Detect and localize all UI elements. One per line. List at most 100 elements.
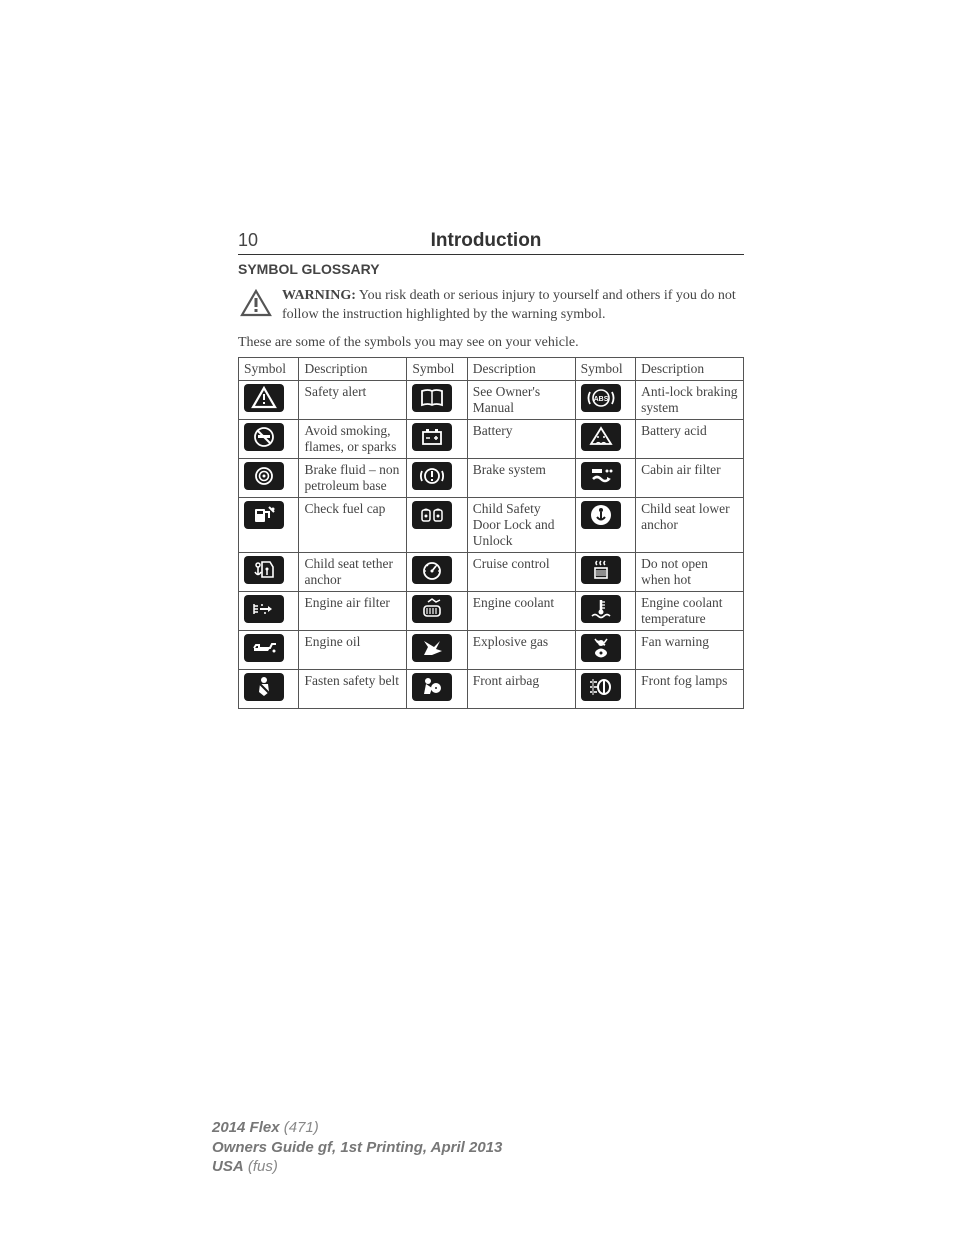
description-cell: Brake fluid – non petroleum base bbox=[299, 458, 407, 497]
symbol-cell bbox=[575, 591, 635, 630]
description-cell: Check fuel cap bbox=[299, 497, 407, 552]
lower-anchor-icon bbox=[581, 501, 621, 529]
description-cell: Engine coolant temperature bbox=[636, 591, 744, 630]
description-cell: Battery acid bbox=[636, 419, 744, 458]
hot-icon bbox=[581, 556, 621, 584]
table-row: Brake fluid – non petroleum base Brake sy… bbox=[239, 458, 744, 497]
page-header: 10 Introduction bbox=[238, 230, 744, 255]
description-cell: Child Safety Door Lock and Unlock bbox=[467, 497, 575, 552]
fog-icon bbox=[581, 673, 621, 701]
coolant-temp-icon bbox=[581, 595, 621, 623]
description-cell: Engine coolant bbox=[467, 591, 575, 630]
battery-acid-icon bbox=[581, 423, 621, 451]
battery-icon bbox=[412, 423, 452, 451]
description-cell: Engine oil bbox=[299, 630, 407, 669]
description-cell: Avoid smoking, flames, or sparks bbox=[299, 419, 407, 458]
footer-region: USA bbox=[212, 1158, 244, 1175]
airbag-icon bbox=[412, 673, 452, 701]
section-heading: SYMBOL GLOSSARY bbox=[238, 261, 744, 277]
table-header-row: Symbol Description Symbol Description Sy… bbox=[239, 357, 744, 380]
warning-triangle-icon bbox=[240, 289, 272, 324]
description-cell: Fan warning bbox=[636, 630, 744, 669]
symbol-cell bbox=[407, 669, 467, 708]
description-cell: Safety alert bbox=[299, 380, 407, 419]
col-header: Description bbox=[636, 357, 744, 380]
description-cell: Brake system bbox=[467, 458, 575, 497]
symbol-cell bbox=[407, 458, 467, 497]
intro-line: These are some of the symbols you may se… bbox=[238, 335, 744, 351]
brake-system-icon bbox=[412, 462, 452, 490]
symbol-cell bbox=[407, 552, 467, 591]
description-cell: Child seat tether anchor bbox=[299, 552, 407, 591]
table-row: Check fuel cap Child Safety Door Lock and… bbox=[239, 497, 744, 552]
owners-manual-icon bbox=[412, 384, 452, 412]
symbol-cell bbox=[239, 591, 299, 630]
chapter-title: Introduction bbox=[228, 230, 744, 252]
description-cell: Front airbag bbox=[467, 669, 575, 708]
symbol-cell bbox=[239, 669, 299, 708]
description-cell: Anti-lock braking system bbox=[636, 380, 744, 419]
footer: 2014 Flex (471) Owners Guide gf, 1st Pri… bbox=[212, 1118, 502, 1177]
description-cell: Front fog lamps bbox=[636, 669, 744, 708]
description-cell: Engine air filter bbox=[299, 591, 407, 630]
description-cell: Battery bbox=[467, 419, 575, 458]
warning-label: WARNING: bbox=[282, 288, 356, 303]
symbol-cell bbox=[239, 630, 299, 669]
footer-model: 2014 Flex bbox=[212, 1119, 280, 1136]
description-cell: See Owner's Manual bbox=[467, 380, 575, 419]
tether-anchor-icon bbox=[244, 556, 284, 584]
symbol-cell bbox=[239, 380, 299, 419]
description-cell: Fasten safety belt bbox=[299, 669, 407, 708]
symbol-cell bbox=[407, 630, 467, 669]
table-row: Engine air filter Engine coolant Engine co… bbox=[239, 591, 744, 630]
symbol-cell bbox=[239, 458, 299, 497]
symbol-cell bbox=[407, 419, 467, 458]
symbol-cell bbox=[575, 552, 635, 591]
symbol-cell bbox=[575, 497, 635, 552]
warning-block: WARNING: You risk death or serious injur… bbox=[238, 287, 744, 325]
symbol-cell bbox=[239, 419, 299, 458]
abs-icon bbox=[581, 384, 621, 412]
symbol-cell bbox=[407, 380, 467, 419]
safety-alert-icon bbox=[244, 384, 284, 412]
table-row: Fasten safety belt Front airbag Front fog … bbox=[239, 669, 744, 708]
child-lock-icon bbox=[412, 501, 452, 529]
brake-fluid-icon bbox=[244, 462, 284, 490]
symbol-cell bbox=[575, 419, 635, 458]
no-smoking-icon bbox=[244, 423, 284, 451]
description-cell: Child seat lower anchor bbox=[636, 497, 744, 552]
table-row: Avoid smoking, flames, or sparks Battery B… bbox=[239, 419, 744, 458]
footer-region-code: (fus) bbox=[244, 1158, 278, 1175]
description-cell: Do not open when hot bbox=[636, 552, 744, 591]
description-cell: Cabin air filter bbox=[636, 458, 744, 497]
cruise-icon bbox=[412, 556, 452, 584]
symbol-cell bbox=[407, 591, 467, 630]
description-cell: Cruise control bbox=[467, 552, 575, 591]
fuel-cap-icon bbox=[244, 501, 284, 529]
col-header: Symbol bbox=[239, 357, 299, 380]
table-row: Engine oil Explosive gas Fan warning bbox=[239, 630, 744, 669]
symbol-cell bbox=[239, 552, 299, 591]
symbol-cell bbox=[407, 497, 467, 552]
description-cell: Explosive gas bbox=[467, 630, 575, 669]
oil-icon bbox=[244, 634, 284, 662]
table-row: Safety alert See Owner's Manual Anti-lock … bbox=[239, 380, 744, 419]
coolant-icon bbox=[412, 595, 452, 623]
symbol-cell bbox=[575, 630, 635, 669]
table-row: Child seat tether anchor Cruise control Do… bbox=[239, 552, 744, 591]
cabin-air-filter-icon bbox=[581, 462, 621, 490]
air-filter-icon bbox=[244, 595, 284, 623]
symbol-cell bbox=[575, 458, 635, 497]
footer-model-code: (471) bbox=[280, 1119, 319, 1136]
symbol-cell bbox=[239, 497, 299, 552]
symbol-cell bbox=[575, 380, 635, 419]
fan-icon bbox=[581, 634, 621, 662]
seatbelt-icon bbox=[244, 673, 284, 701]
col-header: Description bbox=[299, 357, 407, 380]
explosive-icon bbox=[412, 634, 452, 662]
col-header: Symbol bbox=[575, 357, 635, 380]
col-header: Symbol bbox=[407, 357, 467, 380]
symbol-cell bbox=[575, 669, 635, 708]
symbol-glossary-table: Symbol Description Symbol Description Sy… bbox=[238, 357, 744, 709]
col-header: Description bbox=[467, 357, 575, 380]
